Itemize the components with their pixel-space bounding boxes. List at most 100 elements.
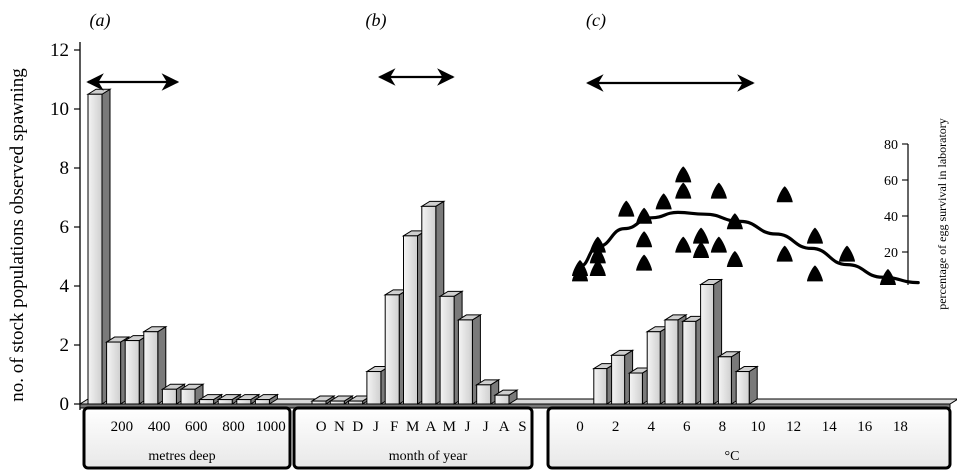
month-tick-label: S xyxy=(518,419,526,435)
panel-b-x-axis-label: month of year xyxy=(389,449,468,464)
panel-b-month: (b) month of year xyxy=(292,10,534,470)
bar-front xyxy=(311,400,327,405)
egg-survival-axis-label: percentage of egg survival in laboratory xyxy=(935,118,949,310)
temperature-tick-label: 2 xyxy=(612,419,620,435)
y-tick-label: 10 xyxy=(50,99,69,120)
survival-point xyxy=(879,269,896,285)
survival-point xyxy=(655,193,672,210)
survival-point xyxy=(589,236,606,253)
panel-b-label-box xyxy=(292,406,534,470)
month-bar xyxy=(474,378,501,405)
survival-point xyxy=(589,260,606,276)
temperature-tick-label: 4 xyxy=(647,419,655,435)
depth-bar xyxy=(142,325,168,405)
bar-front xyxy=(87,93,103,405)
temperature-bar xyxy=(698,278,724,405)
survival-point xyxy=(776,245,793,262)
y-tick-label: 4 xyxy=(60,276,70,297)
bar-side xyxy=(748,365,758,405)
survival-point xyxy=(710,236,727,253)
survival-tick-label: 40 xyxy=(884,210,898,225)
y-tick-label: 2 xyxy=(60,335,70,356)
y-tick-label: 6 xyxy=(60,217,70,238)
egg-survival-axis: percentage of egg survival in laboratory… xyxy=(884,118,949,310)
temperature-bar xyxy=(734,365,759,405)
bar-front xyxy=(143,331,159,405)
survival-point xyxy=(726,251,743,267)
month-tick-label: J xyxy=(483,419,489,435)
temperature-tick-label: 6 xyxy=(683,419,691,435)
survival-point xyxy=(675,182,692,199)
month-tick-label: F xyxy=(390,419,398,435)
bar-front xyxy=(403,235,418,405)
survival-point xyxy=(618,200,635,217)
panel-a-label-box xyxy=(82,406,292,470)
month-tick-label: D xyxy=(352,419,363,435)
bar-front xyxy=(593,368,608,405)
panel-a-depth: (a) metres deep xyxy=(82,10,292,470)
bar-front xyxy=(366,371,382,405)
y-tick-label: 8 xyxy=(60,158,70,179)
temperature-tick-label: 12 xyxy=(786,419,801,435)
month-tick-label: O xyxy=(316,419,327,435)
panel-b-label: (b) xyxy=(366,10,387,31)
bar-front xyxy=(384,294,400,405)
survival-point xyxy=(589,247,606,264)
temperature-tick-label: 10 xyxy=(751,419,766,435)
depth-tick-label: 1000 xyxy=(256,419,286,435)
temperature-tick-label: 8 xyxy=(719,419,727,435)
month-tick-label: A xyxy=(499,419,510,435)
bar-front xyxy=(329,400,345,405)
survival-tick-label: 20 xyxy=(884,246,898,261)
panel-c-label-box xyxy=(546,406,952,470)
survival-tick-label: 60 xyxy=(884,174,898,189)
month-bar xyxy=(493,389,519,405)
month-tick-label: M xyxy=(443,419,456,435)
month-tick-label: M xyxy=(406,419,419,435)
bar-front xyxy=(735,371,750,405)
month-tick-label: N xyxy=(334,419,345,435)
month-bar xyxy=(328,395,355,405)
bar-front xyxy=(717,356,732,405)
temperature-bar xyxy=(609,349,635,405)
survival-point xyxy=(726,213,743,230)
bar-front xyxy=(457,319,473,405)
survival-tick-label: 80 xyxy=(884,138,898,153)
temperature-tick-label: 0 xyxy=(576,419,584,435)
y-axis-label: no. of stock populations observed spawni… xyxy=(7,68,28,402)
bar-front xyxy=(664,319,679,405)
panel-c-temperature: (c) °C xyxy=(546,10,952,470)
depth-bar xyxy=(86,88,112,405)
bar-front xyxy=(421,205,437,405)
panel-c-label: (c) xyxy=(586,10,606,31)
panel-c-x-axis-label: °C xyxy=(725,449,740,464)
survival-point xyxy=(710,182,727,199)
depth-tick-label: 200 xyxy=(111,419,134,435)
depth-bar xyxy=(197,393,224,405)
y-axis: no. of stock populations observed spawni… xyxy=(7,40,81,415)
y-tick-label: 12 xyxy=(50,40,69,61)
panel-a-label: (a) xyxy=(90,10,111,31)
depth-tick-label: 600 xyxy=(185,419,208,435)
depth-tick-label: 400 xyxy=(148,419,171,435)
bar-front xyxy=(236,399,252,405)
bar-front xyxy=(124,340,140,405)
bar-front xyxy=(180,388,196,405)
bar-front xyxy=(646,331,661,405)
depth-bar xyxy=(216,393,242,405)
survival-fit-curve xyxy=(578,210,920,285)
survival-point xyxy=(693,242,710,258)
survival-point xyxy=(572,260,588,276)
survival-point xyxy=(636,254,653,271)
survival-point xyxy=(675,166,692,183)
survival-point xyxy=(636,207,653,224)
survival-point xyxy=(839,245,855,262)
survival-point xyxy=(776,186,793,203)
depth-tick-label: 800 xyxy=(222,419,245,435)
survival-point xyxy=(693,227,710,244)
bar-front xyxy=(700,284,715,405)
survival-point xyxy=(636,231,653,248)
bar-front xyxy=(494,394,510,405)
month-tick-label: J xyxy=(465,419,471,435)
y-tick-label: 0 xyxy=(60,394,70,415)
